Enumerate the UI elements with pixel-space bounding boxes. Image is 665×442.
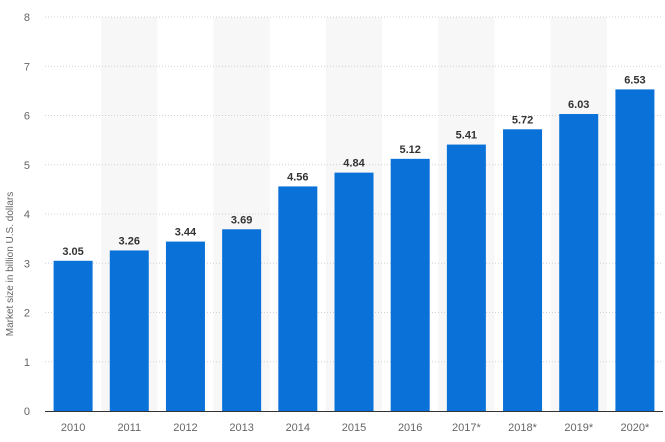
data-label: 4.84 — [343, 158, 365, 170]
bar — [165, 241, 205, 411]
data-label: 3.69 — [231, 214, 252, 226]
y-tick-label: 6 — [24, 111, 30, 123]
y-tick-label: 0 — [24, 406, 30, 418]
data-label: 3.44 — [175, 227, 197, 239]
bars — [53, 89, 655, 412]
x-tick-label: 2010 — [61, 422, 85, 434]
data-label: 3.26 — [119, 235, 140, 247]
data-label: 5.12 — [399, 144, 420, 156]
x-tick-label: 2011 — [117, 422, 141, 434]
x-tick-label: 2017* — [452, 422, 481, 434]
y-tick-label: 1 — [24, 357, 30, 369]
x-axis-ticks: 2010 2011 2012 2013 2014 2015 2016 2017* 2018* 20… — [61, 422, 650, 434]
bar — [446, 144, 486, 411]
bar — [53, 260, 93, 411]
x-tick-label: 2013 — [229, 422, 253, 434]
y-axis-ticks: 0 1 2 3 4 5 6 7 8 — [24, 12, 30, 418]
bar — [503, 129, 543, 412]
x-tick-label: 2018* — [508, 422, 537, 434]
data-label: 6.03 — [568, 99, 589, 111]
y-tick-label: 3 — [24, 258, 30, 270]
x-tick-label: 2014 — [286, 422, 310, 434]
x-tick-label: 2012 — [173, 422, 197, 434]
bar — [390, 158, 430, 411]
bar — [559, 114, 599, 412]
x-tick-label: 2020* — [621, 422, 650, 434]
x-tick-label: 2019* — [564, 422, 593, 434]
bar — [278, 186, 318, 411]
data-label: 5.72 — [512, 114, 533, 126]
bar — [109, 250, 149, 411]
y-tick-label: 4 — [24, 209, 30, 221]
data-label: 4.56 — [287, 171, 308, 183]
y-tick-label: 7 — [24, 61, 30, 73]
data-label: 5.41 — [456, 130, 477, 142]
y-tick-label: 5 — [24, 160, 30, 172]
y-axis-title: Market size in billion U.S. dollars — [5, 192, 16, 337]
x-tick-label: 2015 — [342, 422, 366, 434]
bar — [334, 172, 374, 411]
data-label: 3.05 — [62, 246, 83, 258]
bar — [222, 229, 262, 411]
y-tick-label: 8 — [24, 12, 30, 24]
x-tick-label: 2016 — [398, 422, 422, 434]
data-labels: 3.05 3.26 3.44 3.69 4.56 4.84 5.12 5.41 5.72 6.03… — [62, 74, 645, 257]
data-label: 6.53 — [624, 74, 645, 86]
y-tick-label: 2 — [24, 308, 30, 320]
bar — [615, 89, 655, 412]
